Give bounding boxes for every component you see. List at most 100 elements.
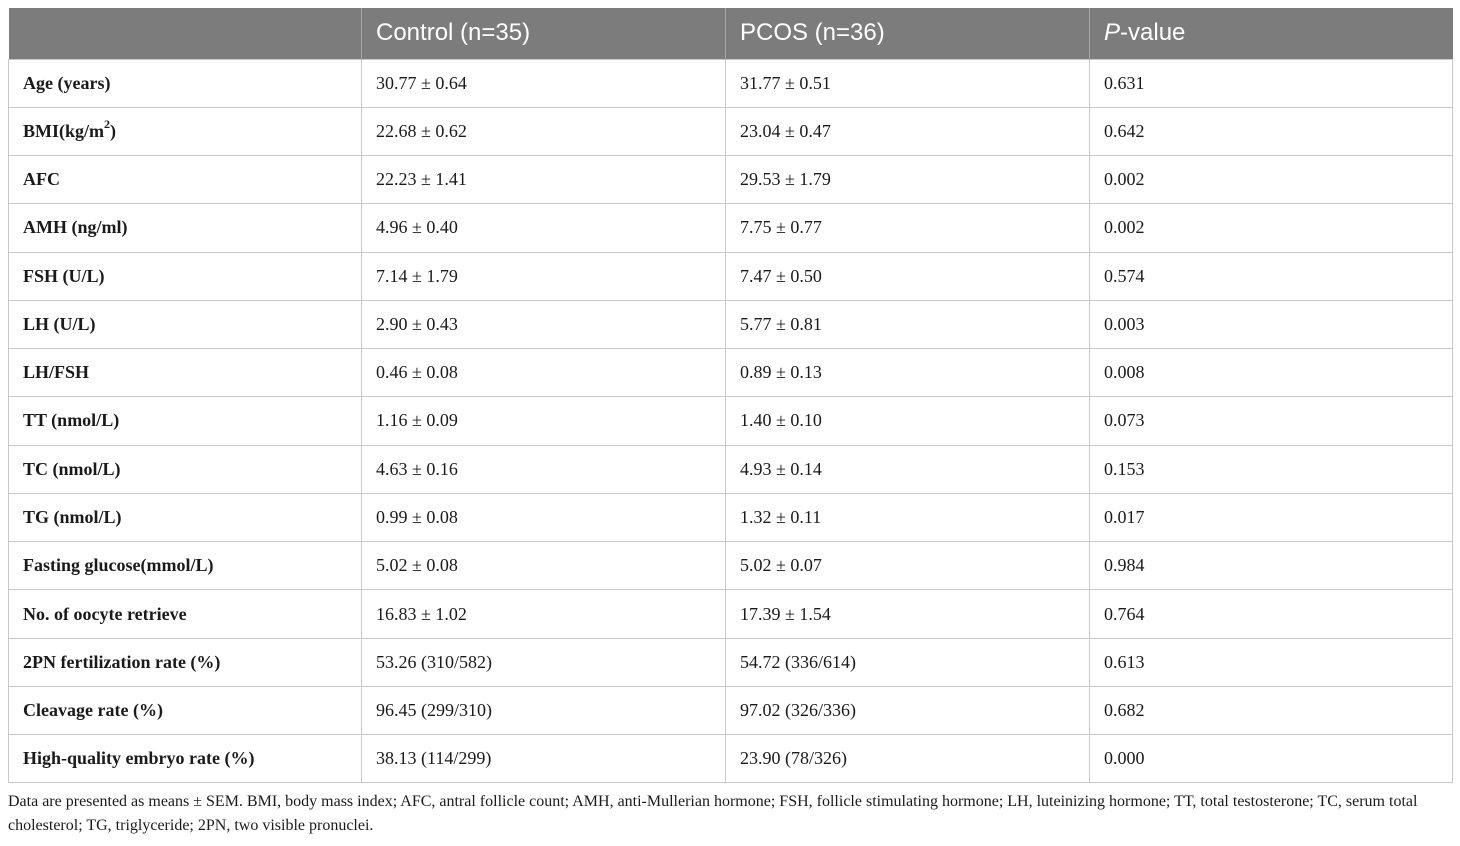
pcos-value: 54.72 (336/614) [725, 637, 1090, 687]
table-container: Control (n=35) PCOS (n=36) P-value Age (… [8, 8, 1453, 784]
p-value: 0.613 [1089, 637, 1453, 687]
row-label-text: TC (nmol/L) [23, 458, 121, 479]
row-label-text: AFC [23, 169, 60, 190]
p-value: 0.631 [1089, 58, 1453, 108]
table-row: No. of oocyte retrieve 16.83 ± 1.02 17.39 … [8, 589, 1453, 639]
row-label-superscript: 2 [104, 116, 110, 131]
row-label-text: High-quality embryo rate (%) [23, 748, 255, 769]
table-row: Cleavage rate (%) 96.45 (299/310) 97.02 (3… [8, 685, 1453, 736]
control-value: 5.02 ± 0.08 [361, 541, 726, 591]
control-value: 22.68 ± 0.62 [361, 106, 726, 157]
control-value: 0.46 ± 0.08 [361, 348, 726, 398]
row-label-text: No. of oocyte retrieve [23, 603, 187, 624]
control-value: 16.83 ± 1.02 [361, 589, 726, 639]
pcos-value: 7.47 ± 0.50 [725, 251, 1090, 301]
row-label-text: TG (nmol/L) [23, 507, 122, 528]
row-label-text: 2PN fertilization rate (%) [23, 651, 221, 672]
p-value: 0.682 [1089, 685, 1453, 736]
p-value: 0.764 [1089, 589, 1453, 639]
pcos-value: 31.77 ± 0.51 [725, 58, 1090, 108]
row-label: No. of oocyte retrieve [8, 589, 362, 639]
table-row: LH (U/L) 2.90 ± 0.43 5.77 ± 0.81 0.003 [8, 299, 1453, 350]
p-value: 0.984 [1089, 541, 1453, 591]
pcos-value: 5.02 ± 0.07 [725, 541, 1090, 591]
table-footnote: Data are presented as means ± SEM. BMI, … [8, 793, 1418, 834]
control-value: 0.99 ± 0.08 [361, 492, 726, 543]
table-row: TC (nmol/L) 4.63 ± 0.16 4.93 ± 0.14 0.153 [8, 444, 1453, 494]
row-label-text: TT (nmol/L) [23, 410, 120, 431]
row-label: TT (nmol/L) [8, 396, 362, 446]
p-value: 0.574 [1089, 251, 1453, 301]
row-label: Fasting glucose(mmol/L) [8, 541, 362, 591]
row-label: High-quality embryo rate (%) [8, 734, 362, 784]
row-label-text: BMI(kg/m [23, 120, 104, 141]
row-label-text: Fasting glucose(mmol/L) [23, 555, 214, 576]
p-value: 0.153 [1089, 444, 1453, 494]
row-label: Age (years) [8, 58, 362, 108]
p-value: 0.003 [1089, 299, 1453, 350]
pcos-value: 1.40 ± 0.10 [725, 396, 1090, 446]
header-blank [8, 8, 362, 59]
pcos-value: 5.77 ± 0.81 [725, 299, 1090, 350]
row-label-text: AMH (ng/ml) [23, 217, 128, 238]
p-value: 0.008 [1089, 348, 1453, 398]
row-label-suffix: ) [110, 120, 116, 141]
control-value: 2.90 ± 0.43 [361, 299, 726, 350]
control-value: 4.96 ± 0.40 [361, 203, 726, 253]
row-label: LH (U/L) [8, 299, 362, 350]
header-pcos: PCOS (n=36) [725, 8, 1090, 59]
row-label: BMI(kg/m2) [8, 106, 362, 157]
pcos-value: 1.32 ± 0.11 [725, 492, 1090, 543]
data-table: Control (n=35) PCOS (n=36) P-value Age (… [8, 8, 1453, 784]
control-value: 30.77 ± 0.64 [361, 58, 726, 108]
p-value: 0.642 [1089, 106, 1453, 157]
header-p-value: P-value [1089, 8, 1453, 59]
pcos-value: 7.75 ± 0.77 [725, 203, 1090, 253]
row-label: AMH (ng/ml) [8, 203, 362, 253]
table-row: BMI(kg/m2) 22.68 ± 0.62 23.04 ± 0.47 0.642 [8, 106, 1453, 157]
header-p-rest: -value [1120, 19, 1186, 47]
table-row: High-quality embryo rate (%) 38.13 (114/2… [8, 734, 1453, 784]
p-value: 0.000 [1089, 734, 1453, 784]
table-row: AFC 22.23 ± 1.41 29.53 ± 1.79 0.002 [8, 155, 1453, 205]
pcos-value: 29.53 ± 1.79 [725, 155, 1090, 205]
p-value: 0.002 [1089, 203, 1453, 253]
pcos-value: 4.93 ± 0.14 [725, 444, 1090, 494]
table-row: TG (nmol/L) 0.99 ± 0.08 1.32 ± 0.11 0.017 [8, 492, 1453, 543]
control-value: 7.14 ± 1.79 [361, 251, 726, 301]
table-row: 2PN fertilization rate (%) 53.26 (310/582… [8, 637, 1453, 687]
pcos-value: 17.39 ± 1.54 [725, 589, 1090, 639]
header-p-italic: P [1104, 19, 1121, 47]
control-value: 22.23 ± 1.41 [361, 155, 726, 205]
row-label-text: LH/FSH [23, 362, 90, 383]
control-value: 53.26 (310/582) [361, 637, 726, 687]
control-value: 1.16 ± 0.09 [361, 396, 726, 446]
row-label-text: LH (U/L) [23, 313, 96, 334]
row-label: FSH (U/L) [8, 251, 362, 301]
row-label: 2PN fertilization rate (%) [8, 637, 362, 687]
control-value: 4.63 ± 0.16 [361, 444, 726, 494]
table-row: Age (years) 30.77 ± 0.64 31.77 ± 0.51 0.631 [8, 58, 1453, 108]
control-value: 96.45 (299/310) [361, 685, 726, 736]
control-value: 38.13 (114/299) [361, 734, 726, 784]
p-value: 0.002 [1089, 155, 1453, 205]
p-value: 0.017 [1089, 492, 1453, 543]
table-row: FSH (U/L) 7.14 ± 1.79 7.47 ± 0.50 0.574 [8, 251, 1453, 301]
row-label-text: Cleavage rate (%) [23, 700, 163, 721]
pcos-value: 23.90 (78/326) [725, 734, 1090, 784]
row-label: AFC [8, 155, 362, 205]
row-label: TC (nmol/L) [8, 444, 362, 494]
table-row: TT (nmol/L) 1.16 ± 0.09 1.40 ± 0.10 0.073 [8, 396, 1453, 446]
row-label: Cleavage rate (%) [8, 685, 362, 736]
header-control: Control (n=35) [361, 8, 726, 59]
row-label-text: FSH (U/L) [23, 265, 105, 286]
row-label: LH/FSH [8, 348, 362, 398]
pcos-value: 0.89 ± 0.13 [725, 348, 1090, 398]
row-label-text: Age (years) [23, 72, 111, 93]
table-row: LH/FSH 0.46 ± 0.08 0.89 ± 0.13 0.008 [8, 348, 1453, 398]
pcos-value: 97.02 (326/336) [725, 685, 1090, 736]
p-value: 0.073 [1089, 396, 1453, 446]
table-row: AMH (ng/ml) 4.96 ± 0.40 7.75 ± 0.77 0.002 [8, 203, 1453, 253]
table-row: Fasting glucose(mmol/L) 5.02 ± 0.08 5.02 ±… [8, 541, 1453, 591]
row-label: TG (nmol/L) [8, 492, 362, 543]
